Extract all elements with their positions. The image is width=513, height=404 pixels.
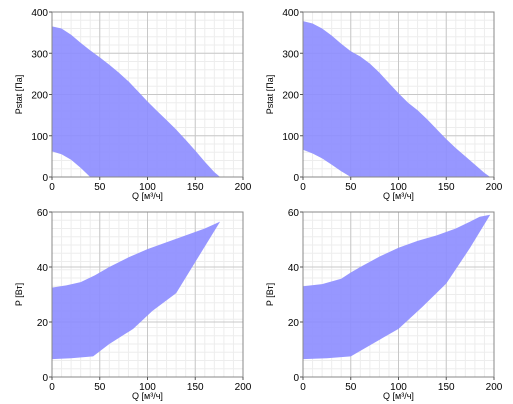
x-tick-label: 200	[486, 382, 503, 393]
x-tick-label: 200	[235, 182, 252, 193]
x-axis-label: Q [м³/ч]	[383, 391, 414, 401]
y-axis-label: P [Вт]	[265, 283, 275, 306]
y-tick-label: 200	[282, 91, 299, 102]
y-tick-label: 400	[31, 8, 48, 19]
y-tick-label: 400	[282, 8, 299, 19]
y-tick-label: 40	[288, 263, 300, 274]
chart-3: 0 50 100 150 200 0 20 40 60 Q [м³/ч] P [Вт]	[14, 208, 252, 401]
operating-area	[303, 214, 491, 360]
x-tick-label: 200	[486, 182, 503, 193]
x-tick-label: 100	[139, 182, 156, 193]
x-tick-label: 50	[345, 382, 357, 393]
x-tick-label: 0	[49, 182, 55, 193]
x-tick-label: 150	[438, 382, 455, 393]
operating-area	[303, 21, 491, 177]
x-tick-label: 150	[187, 182, 204, 193]
y-tick-label: 0	[42, 173, 48, 184]
operating-area	[52, 26, 221, 178]
y-tick-label: 300	[282, 49, 299, 60]
x-tick-label: 100	[390, 382, 407, 393]
x-tick-label: 50	[94, 182, 106, 193]
y-axis-label: Pstat [Па]	[265, 75, 275, 115]
chart-4: 0 50 100 150 200 0 20 40 60 Q [м³/ч] P [Вт]	[265, 208, 503, 401]
y-axis-label: P [Вт]	[14, 283, 24, 306]
y-tick-label: 20	[37, 318, 49, 329]
y-tick-label: 40	[37, 263, 49, 274]
y-tick-label: 100	[31, 132, 48, 143]
x-axis-label: Q [м³/ч]	[132, 191, 163, 201]
x-tick-label: 0	[300, 382, 306, 393]
y-tick-label: 0	[42, 373, 48, 384]
x-tick-label: 200	[235, 382, 252, 393]
x-tick-label: 150	[438, 182, 455, 193]
y-tick-label: 20	[288, 318, 300, 329]
x-tick-label: 50	[94, 382, 106, 393]
y-tick-label: 0	[293, 373, 299, 384]
x-tick-label: 0	[49, 382, 55, 393]
y-tick-label: 60	[288, 208, 300, 219]
operating-area	[52, 221, 221, 360]
x-axis-label: Q [м³/ч]	[383, 191, 414, 201]
y-axis-label: Pstat [Па]	[14, 75, 24, 115]
x-axis-label: Q [м³/ч]	[132, 391, 163, 401]
y-tick-label: 300	[31, 49, 48, 60]
x-tick-label: 50	[345, 182, 357, 193]
x-tick-label: 0	[300, 182, 306, 193]
y-tick-label: 200	[31, 91, 48, 102]
y-tick-label: 60	[37, 208, 49, 219]
y-tick-label: 0	[293, 173, 299, 184]
y-tick-label: 100	[282, 132, 299, 143]
x-tick-label: 100	[390, 182, 407, 193]
x-tick-label: 150	[187, 382, 204, 393]
chart-1: 0 50 100 150 200 0 100 200 300 400 Q [м³/ч] Pstat […	[14, 8, 252, 201]
chart-2: 0 50 100 150 200 0 100 200 300 400 Q [м³/ч] Pstat […	[265, 8, 503, 201]
x-tick-label: 100	[139, 382, 156, 393]
